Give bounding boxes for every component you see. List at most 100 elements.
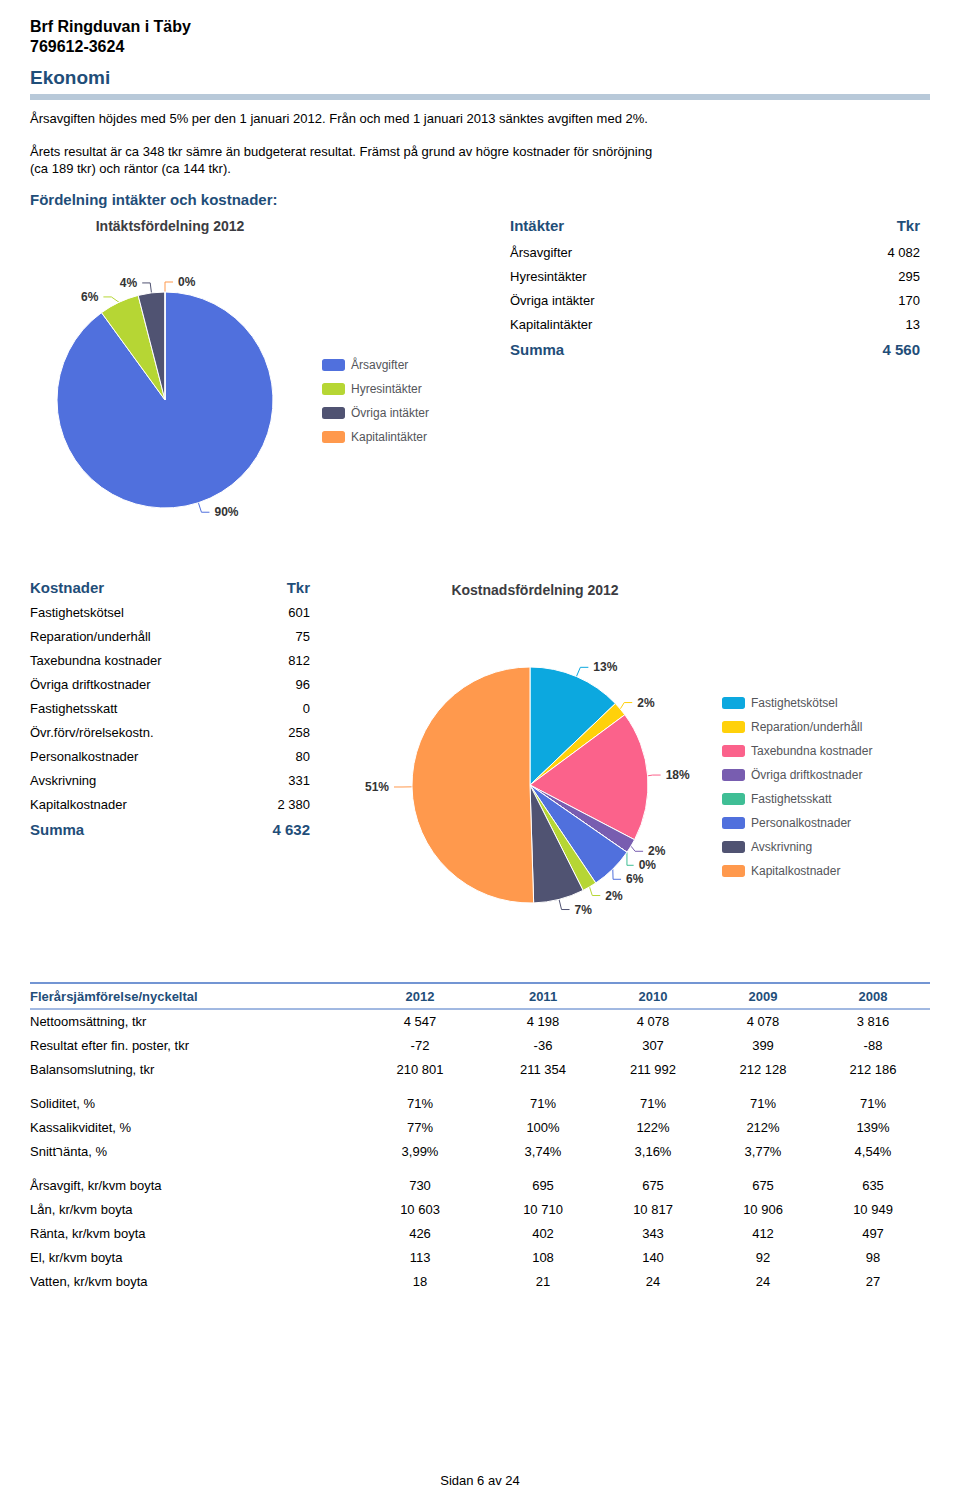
svg-text:812: 812 xyxy=(288,653,310,668)
svg-text:Taxebundna kostnader: Taxebundna kostnader xyxy=(751,744,872,758)
svg-text:98: 98 xyxy=(866,1250,880,1265)
svg-text:Ränta, kr/kvm boyta: Ränta, kr/kvm boyta xyxy=(30,1226,146,1241)
svg-text:Kapitalintäkter: Kapitalintäkter xyxy=(510,317,593,332)
svg-text:Tkr: Tkr xyxy=(897,217,921,234)
svg-text:Fastighetskötsel: Fastighetskötsel xyxy=(751,696,838,710)
svg-text:601: 601 xyxy=(288,605,310,620)
svg-text:Kapitalkostnader: Kapitalkostnader xyxy=(751,864,840,878)
svg-text:108: 108 xyxy=(532,1250,554,1265)
svg-text:675: 675 xyxy=(642,1178,664,1193)
svg-text:170: 170 xyxy=(898,293,920,308)
svg-text:Årsavgifter: Årsavgifter xyxy=(351,357,408,372)
svg-text:2%: 2% xyxy=(648,844,666,858)
svg-text:18: 18 xyxy=(413,1274,427,1289)
svg-text:Snittרänta, %: Snittרänta, % xyxy=(30,1144,107,1159)
svg-text:4 078: 4 078 xyxy=(747,1014,780,1029)
svg-text:Kassalikviditet, %: Kassalikviditet, % xyxy=(30,1120,132,1135)
svg-text:2011: 2011 xyxy=(529,989,557,1004)
svg-text:80: 80 xyxy=(296,749,310,764)
svg-text:-88: -88 xyxy=(864,1038,883,1053)
svg-text:Avskrivning: Avskrivning xyxy=(751,840,812,854)
svg-text:Soliditet, %: Soliditet, % xyxy=(30,1096,95,1111)
svg-text:210 801: 210 801 xyxy=(397,1062,444,1077)
svg-text:4 078: 4 078 xyxy=(637,1014,670,1029)
svg-text:Fastighetsskatt: Fastighetsskatt xyxy=(30,701,118,716)
svg-text:Kostnader: Kostnader xyxy=(30,579,104,596)
svg-text:307: 307 xyxy=(642,1038,664,1053)
svg-text:3,74%: 3,74% xyxy=(525,1144,562,1159)
svg-text:Årets resultat är ca 348 tkr s: Årets resultat är ca 348 tkr sämre än bu… xyxy=(30,144,652,159)
svg-text:El, kr/kvm boyta: El, kr/kvm boyta xyxy=(30,1250,123,1265)
svg-text:3,77%: 3,77% xyxy=(745,1144,782,1159)
svg-text:4 082: 4 082 xyxy=(887,245,920,260)
svg-text:675: 675 xyxy=(752,1178,774,1193)
svg-text:331: 331 xyxy=(288,773,310,788)
svg-text:2008: 2008 xyxy=(859,989,888,1004)
svg-text:212 128: 212 128 xyxy=(740,1062,787,1077)
svg-text:Årsavgift, kr/kvm boyta: Årsavgift, kr/kvm boyta xyxy=(30,1178,162,1193)
svg-text:Kostnadsfördelning 2012: Kostnadsfördelning 2012 xyxy=(451,582,618,598)
svg-text:295: 295 xyxy=(898,269,920,284)
svg-text:7%: 7% xyxy=(575,903,593,917)
svg-text:Sidan 6 av 24: Sidan 6 av 24 xyxy=(440,1473,520,1488)
svg-text:71%: 71% xyxy=(750,1096,776,1111)
svg-text:71%: 71% xyxy=(640,1096,666,1111)
svg-text:211 354: 211 354 xyxy=(520,1062,566,1077)
svg-text:140: 140 xyxy=(642,1250,664,1265)
svg-text:4 632: 4 632 xyxy=(272,821,310,838)
svg-text:730: 730 xyxy=(409,1178,431,1193)
svg-text:2009: 2009 xyxy=(749,989,778,1004)
svg-text:343: 343 xyxy=(642,1226,664,1241)
svg-text:4 560: 4 560 xyxy=(882,341,920,358)
svg-text:10 817: 10 817 xyxy=(633,1202,673,1217)
svg-text:51%: 51% xyxy=(365,780,389,794)
svg-text:-72: -72 xyxy=(411,1038,430,1053)
svg-text:3,99%: 3,99% xyxy=(402,1144,439,1159)
svg-text:0: 0 xyxy=(303,701,310,716)
svg-text:0%: 0% xyxy=(639,858,657,872)
svg-text:71%: 71% xyxy=(860,1096,886,1111)
svg-text:122%: 122% xyxy=(636,1120,670,1135)
svg-text:Avskrivning: Avskrivning xyxy=(30,773,96,788)
svg-text:71%: 71% xyxy=(530,1096,556,1111)
svg-text:0%: 0% xyxy=(178,275,196,289)
svg-text:4 547: 4 547 xyxy=(404,1014,437,1029)
svg-text:71%: 71% xyxy=(407,1096,433,1111)
svg-text:Fastighetsskatt: Fastighetsskatt xyxy=(751,792,832,806)
svg-text:Fördelning intäkter och kostna: Fördelning intäkter och kostnader: xyxy=(30,191,278,208)
svg-text:212%: 212% xyxy=(746,1120,780,1135)
svg-text:96: 96 xyxy=(296,677,310,692)
svg-text:92: 92 xyxy=(756,1250,770,1265)
svg-text:211 992: 211 992 xyxy=(630,1062,676,1077)
svg-text:3 816: 3 816 xyxy=(857,1014,890,1029)
svg-text:635: 635 xyxy=(862,1178,884,1193)
svg-text:24: 24 xyxy=(756,1274,770,1289)
svg-text:-36: -36 xyxy=(534,1038,553,1053)
svg-text:24: 24 xyxy=(646,1274,660,1289)
svg-text:412: 412 xyxy=(752,1226,774,1241)
svg-text:(ca 189 tkr) och räntor (ca 14: (ca 189 tkr) och räntor (ca 144 tkr). xyxy=(30,161,231,176)
svg-text:Personalkostnader: Personalkostnader xyxy=(751,816,851,830)
svg-text:Årsavgifter: Årsavgifter xyxy=(510,245,573,260)
svg-text:402: 402 xyxy=(532,1226,554,1241)
svg-text:Övriga driftkostnader: Övriga driftkostnader xyxy=(30,677,151,692)
svg-text:100%: 100% xyxy=(526,1120,560,1135)
svg-text:13: 13 xyxy=(906,317,920,332)
svg-text:4,54%: 4,54% xyxy=(855,1144,892,1159)
svg-text:Personalkostnader: Personalkostnader xyxy=(30,749,139,764)
svg-text:Fastighetskötsel: Fastighetskötsel xyxy=(30,605,124,620)
svg-text:Övriga driftkostnader: Övriga driftkostnader xyxy=(751,768,862,782)
svg-text:769612-3624: 769612-3624 xyxy=(30,38,124,55)
svg-text:Flerårsjämförelse/nyckeltal: Flerårsjämförelse/nyckeltal xyxy=(30,989,198,1004)
svg-text:2 380: 2 380 xyxy=(277,797,310,812)
svg-text:Intäkter: Intäkter xyxy=(510,217,564,234)
svg-text:18%: 18% xyxy=(666,768,690,782)
svg-text:Övriga intäkter: Övriga intäkter xyxy=(351,406,429,420)
svg-text:10 906: 10 906 xyxy=(743,1202,783,1217)
svg-text:Lån, kr/kvm boyta: Lån, kr/kvm boyta xyxy=(30,1202,133,1217)
svg-text:6%: 6% xyxy=(626,872,644,886)
svg-text:2%: 2% xyxy=(605,889,623,903)
svg-text:10 949: 10 949 xyxy=(853,1202,893,1217)
svg-text:10 603: 10 603 xyxy=(400,1202,440,1217)
svg-text:Övr.förv/rörelsekostn.: Övr.förv/rörelsekostn. xyxy=(30,725,154,740)
